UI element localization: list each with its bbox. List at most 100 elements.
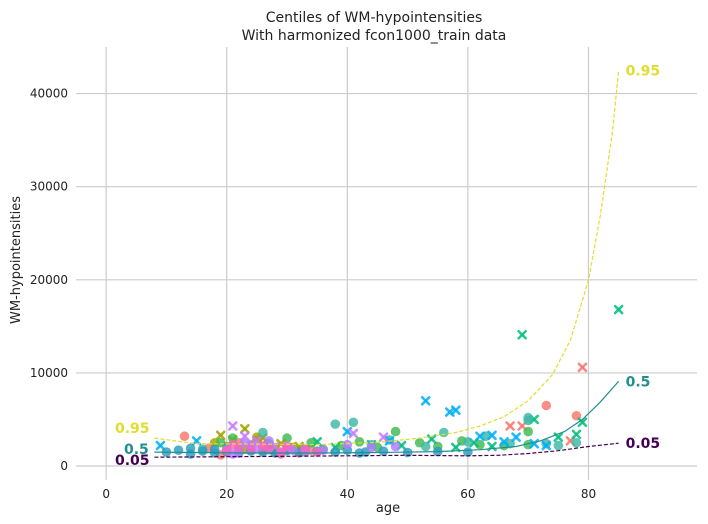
scatter-point — [185, 443, 196, 454]
y-tick-label: 20000 — [30, 273, 68, 287]
scatter-point — [541, 438, 552, 449]
scatter-point — [240, 431, 250, 442]
cross-stroke — [577, 362, 588, 373]
cross-stroke — [348, 428, 359, 439]
scatter-point — [378, 432, 389, 442]
scatter-point — [348, 417, 359, 428]
cross-stroke — [378, 432, 389, 442]
scatter-point — [258, 427, 268, 438]
scatter-point — [227, 439, 238, 450]
centile-label-left: 0.95 — [115, 421, 150, 437]
scatter-point — [330, 419, 341, 429]
cross-stroke — [252, 436, 262, 446]
scatter-point — [209, 444, 220, 455]
y-tick-label: 30000 — [30, 180, 68, 194]
cross-stroke — [227, 421, 238, 431]
scatter-point — [523, 412, 533, 423]
scatter-point — [553, 440, 564, 451]
chart-subtitle: With harmonized fcon1000_train data — [242, 28, 507, 44]
scatter-point — [438, 427, 449, 438]
cross-stroke — [571, 429, 582, 440]
scatter-point — [282, 433, 292, 443]
cross-stroke — [451, 442, 461, 453]
scatter-point — [240, 423, 250, 434]
cross-stroke — [577, 417, 588, 428]
cross-stroke — [276, 438, 286, 449]
cross-stroke — [420, 396, 431, 406]
scatter-point — [276, 447, 286, 457]
centile-lines — [154, 70, 620, 458]
scatter-point — [378, 446, 389, 456]
scatter-point — [613, 304, 624, 315]
cross-stroke — [240, 423, 250, 434]
centile-label-left: 0.05 — [115, 453, 150, 469]
scatter-point — [505, 421, 515, 431]
cross-stroke — [517, 329, 527, 340]
scatter-point — [420, 396, 431, 406]
scatter-point — [197, 446, 208, 456]
scatter-point — [246, 444, 256, 455]
scatter-point — [312, 447, 322, 457]
cross-stroke — [240, 431, 250, 442]
scatter-point — [179, 431, 190, 442]
x-tick-label: 40 — [340, 487, 355, 501]
scatter-point — [523, 426, 533, 437]
centile-line-0.95 — [154, 70, 620, 446]
scatter-point — [258, 441, 268, 452]
cross-stroke — [505, 421, 515, 431]
cross-stroke — [426, 434, 437, 444]
cross-stroke — [451, 405, 461, 415]
scatter-point — [511, 432, 521, 442]
scatter-point — [571, 429, 582, 440]
centile-line-0.5 — [154, 380, 620, 454]
centile-label-right: 0.5 — [626, 374, 651, 390]
scatter-point — [390, 426, 401, 437]
scatter-point — [227, 421, 238, 431]
scatter-point — [541, 400, 552, 411]
scatter-point — [487, 430, 497, 441]
y-axis-label: WM-hypointensities — [9, 196, 24, 324]
scatter-point — [390, 441, 401, 452]
centile-label-right: 0.05 — [626, 436, 661, 452]
centile-line-0.05 — [154, 442, 619, 458]
cross-stroke — [445, 407, 455, 417]
scatter-point — [300, 444, 310, 455]
centile-labels: 0.950.950.50.5 0.050.05 — [115, 63, 660, 469]
y-tick-label: 0 — [60, 459, 68, 473]
scatter-point — [342, 439, 353, 450]
scatter-point — [155, 440, 166, 451]
scatter-point — [252, 436, 262, 446]
scatter-point — [451, 405, 461, 415]
scatter-point — [571, 437, 582, 448]
cross-stroke — [613, 304, 624, 315]
grid — [76, 47, 697, 480]
scatter-point — [577, 417, 588, 428]
cross-stroke — [553, 432, 564, 442]
scatter-point — [420, 441, 431, 452]
scatter-point — [348, 428, 359, 439]
cross-stroke — [475, 431, 485, 442]
cross-stroke — [191, 436, 202, 446]
x-axis-label: age — [376, 501, 400, 516]
scatter-point — [541, 440, 552, 451]
x-tick-label: 20 — [219, 487, 234, 501]
scatter-point — [577, 362, 588, 373]
centile-label-left: 0.5 — [124, 442, 149, 458]
chart-title: Centiles of WM-hypointensities — [266, 10, 483, 26]
cross-stroke — [541, 440, 552, 451]
scatter-point — [499, 437, 509, 447]
cross-stroke — [215, 430, 226, 441]
centile-label-right: 0.95 — [626, 63, 661, 79]
x-tick-label: 0 — [102, 487, 110, 501]
scatter-point — [354, 437, 365, 447]
y-tick-label: 40000 — [30, 87, 68, 101]
scatter-point — [517, 421, 527, 431]
x-tick-label: 60 — [460, 487, 475, 501]
scatter-point — [215, 430, 226, 441]
scatter-point — [517, 329, 527, 340]
scatter-point — [173, 445, 184, 456]
scatter-point — [475, 431, 485, 442]
cross-stroke — [155, 440, 166, 451]
